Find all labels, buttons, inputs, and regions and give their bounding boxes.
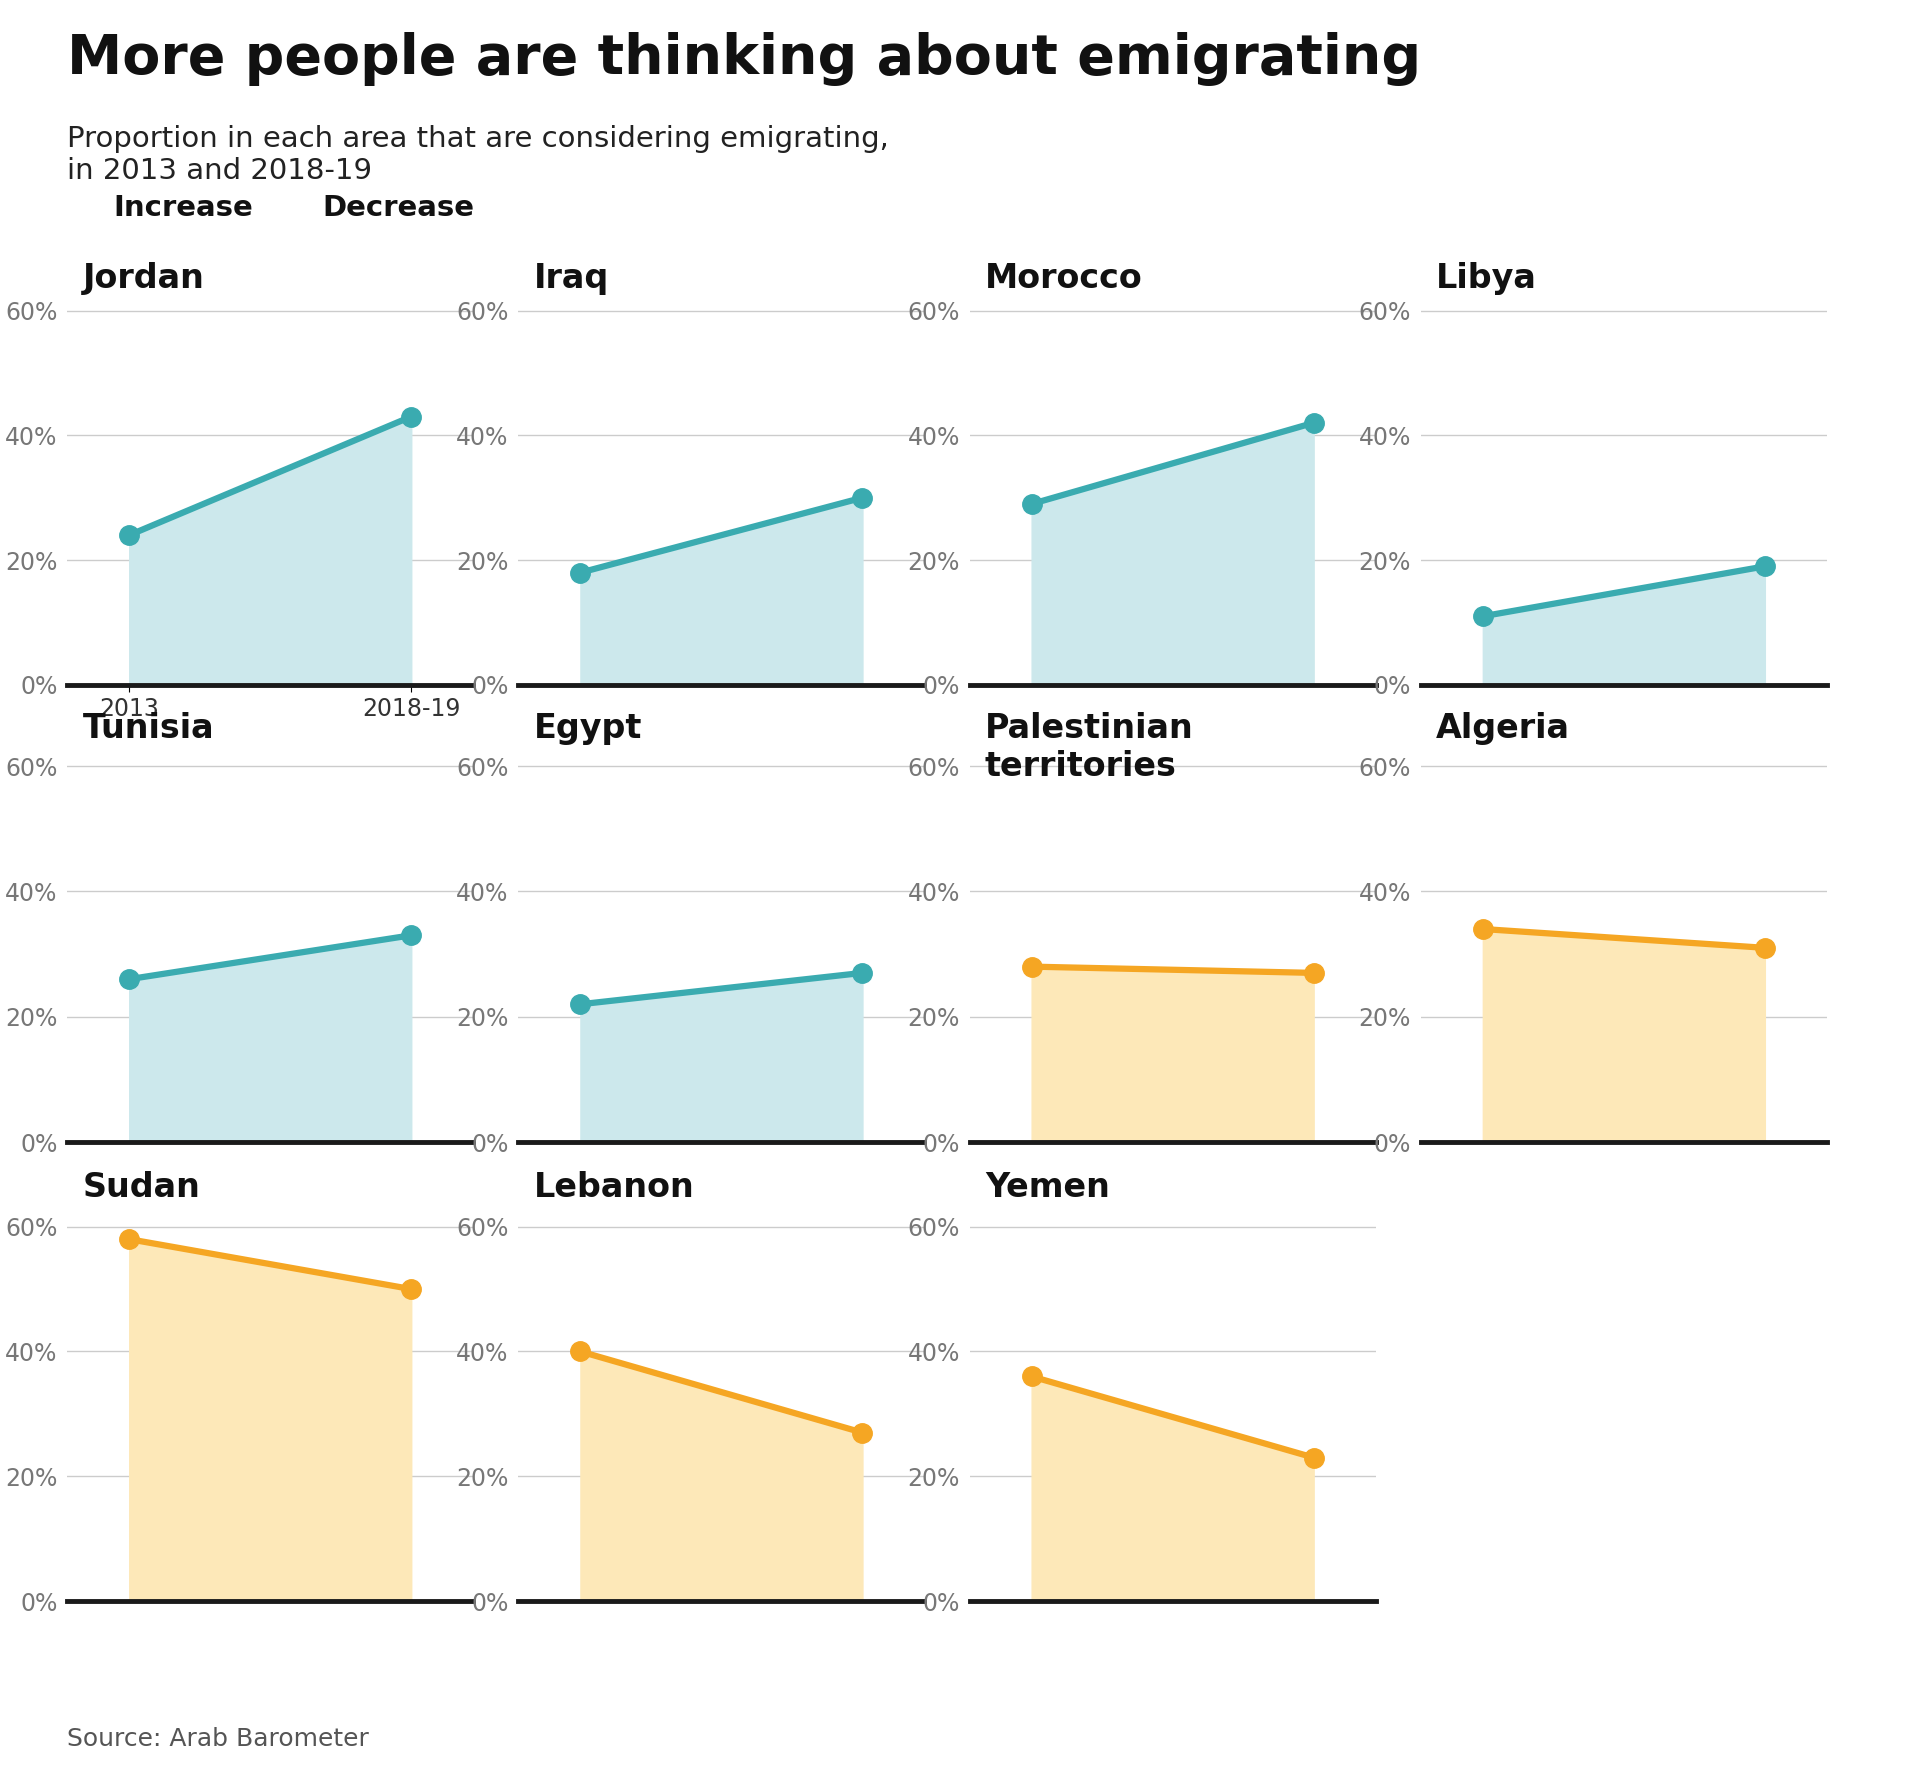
Text: Lebanon: Lebanon <box>534 1171 695 1204</box>
Text: Egypt: Egypt <box>534 712 641 745</box>
Text: Decrease: Decrease <box>323 194 474 222</box>
Text: Algeria: Algeria <box>1436 712 1571 745</box>
Text: More people are thinking about emigrating: More people are thinking about emigratin… <box>67 32 1421 85</box>
Text: Tunisia: Tunisia <box>83 712 215 745</box>
Text: Iraq: Iraq <box>534 262 609 295</box>
Text: Yemen: Yemen <box>985 1171 1110 1204</box>
Text: Source: Arab Barometer: Source: Arab Barometer <box>67 1727 369 1751</box>
Text: Jordan: Jordan <box>83 262 204 295</box>
Text: Morocco: Morocco <box>985 262 1142 295</box>
Text: Libya: Libya <box>1436 262 1538 295</box>
Text: Palestinian
territories: Palestinian territories <box>985 712 1194 783</box>
Text: Increase: Increase <box>113 194 253 222</box>
Text: Sudan: Sudan <box>83 1171 200 1204</box>
Text: Proportion in each area that are considering emigrating,
in 2013 and 2018-19: Proportion in each area that are conside… <box>67 125 889 185</box>
Text: BBC: BBC <box>1743 1717 1801 1742</box>
